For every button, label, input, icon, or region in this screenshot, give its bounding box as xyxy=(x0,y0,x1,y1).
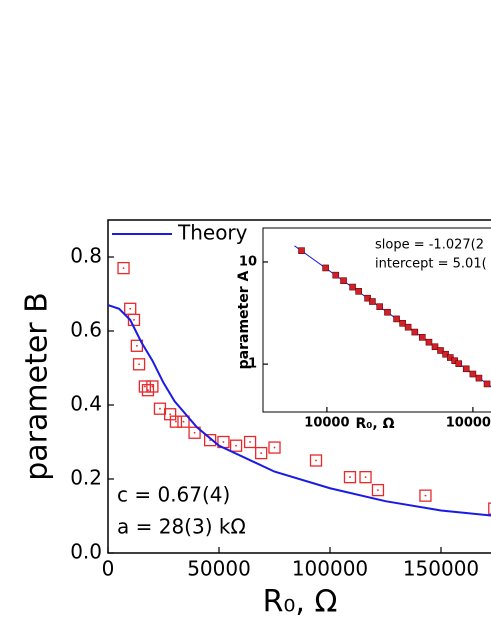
marker-dot xyxy=(349,476,351,479)
marker xyxy=(442,350,449,358)
marker xyxy=(364,294,371,302)
marker xyxy=(393,315,400,323)
marker xyxy=(177,415,190,428)
marker-dot xyxy=(169,413,172,416)
marker xyxy=(268,441,281,454)
annotation: slope = -1.027(2 xyxy=(375,238,484,253)
y-tick-label: 0.2 xyxy=(70,466,102,490)
marker-dot xyxy=(159,407,161,410)
marker-dot xyxy=(182,420,185,423)
marker-dot xyxy=(143,385,146,388)
marker xyxy=(455,360,463,367)
marker xyxy=(488,502,491,515)
marker xyxy=(349,283,356,291)
inset-background xyxy=(263,228,491,412)
marker xyxy=(469,370,477,378)
marker xyxy=(138,380,152,393)
x-tick-label: 10000 xyxy=(304,416,349,431)
marker-dot xyxy=(273,446,276,449)
annotation: a = 28(3) kΩ xyxy=(117,515,246,539)
y-axis-label: parameter B xyxy=(20,292,55,481)
line xyxy=(108,304,491,517)
y-tick-label: 0.6 xyxy=(70,318,102,342)
marker xyxy=(399,319,406,327)
marker-dot xyxy=(122,267,125,269)
marker-dot xyxy=(138,363,140,366)
marker xyxy=(146,380,159,393)
marker xyxy=(298,247,305,254)
marker xyxy=(203,433,217,447)
marker xyxy=(483,380,491,388)
marker xyxy=(141,384,155,397)
marker-dot xyxy=(151,385,154,388)
x-axis-label: R₀, Ω xyxy=(355,416,394,432)
marker-dot xyxy=(135,344,138,347)
marker xyxy=(418,334,426,341)
y-tick-label: 0.0 xyxy=(70,540,102,564)
marker-dot xyxy=(129,307,132,310)
x-tick-label: 100000 xyxy=(292,557,368,581)
y-tick-label: 1 xyxy=(248,357,257,372)
marker xyxy=(117,261,130,275)
marker xyxy=(355,288,362,295)
y-tick-label: 0.8 xyxy=(70,244,102,268)
legend-label: Theory xyxy=(177,221,248,245)
axes-frame xyxy=(262,227,491,413)
marker-dot xyxy=(315,459,317,462)
marker xyxy=(359,470,372,484)
plot-area xyxy=(108,261,491,517)
y-tick-label: 0.4 xyxy=(70,392,102,416)
marker xyxy=(425,338,433,346)
annotation: c = 0.67(4) xyxy=(117,483,230,507)
marker xyxy=(437,347,444,354)
marker-dot xyxy=(260,452,263,454)
marker xyxy=(376,303,384,310)
marker xyxy=(229,439,243,452)
marker-dot xyxy=(424,494,427,497)
x-tick-label: 50000 xyxy=(187,557,251,581)
marker xyxy=(322,264,329,272)
marker-dot xyxy=(364,476,367,479)
y-axis-label: parameter A xyxy=(236,270,252,369)
marker xyxy=(343,470,357,484)
marker-dot xyxy=(175,420,177,423)
marker-dot xyxy=(377,489,379,491)
x-tick-label: 100000 xyxy=(446,416,491,431)
marker xyxy=(411,328,419,336)
marker xyxy=(340,277,347,284)
marker xyxy=(475,374,483,382)
x-tick-label: 150000 xyxy=(403,557,479,581)
plot-area xyxy=(294,245,491,388)
marker xyxy=(188,426,201,439)
main-plot: 0500001000001500002000000.00.20.40.60.8p… xyxy=(20,219,491,620)
marker xyxy=(462,365,470,373)
marker-dot xyxy=(235,444,237,447)
marker xyxy=(371,483,385,497)
marker xyxy=(332,271,340,279)
marker xyxy=(419,489,432,502)
marker xyxy=(369,298,376,305)
marker-dot xyxy=(249,441,251,443)
x-axis-label: R₀, Ω xyxy=(263,585,338,620)
marker xyxy=(309,454,323,467)
marker xyxy=(431,343,439,351)
annotation: intercept = 5.01( xyxy=(375,257,487,272)
marker-dot xyxy=(133,319,135,321)
marker xyxy=(243,435,257,449)
marker xyxy=(384,308,391,316)
marker xyxy=(132,358,146,371)
marker-dot xyxy=(193,431,196,434)
x-tick-label: 0 xyxy=(102,557,115,581)
y-tick-label: 10 xyxy=(239,254,257,269)
marker xyxy=(169,415,183,428)
marker-dot xyxy=(222,441,225,443)
marker xyxy=(404,323,412,331)
marker xyxy=(255,446,268,460)
